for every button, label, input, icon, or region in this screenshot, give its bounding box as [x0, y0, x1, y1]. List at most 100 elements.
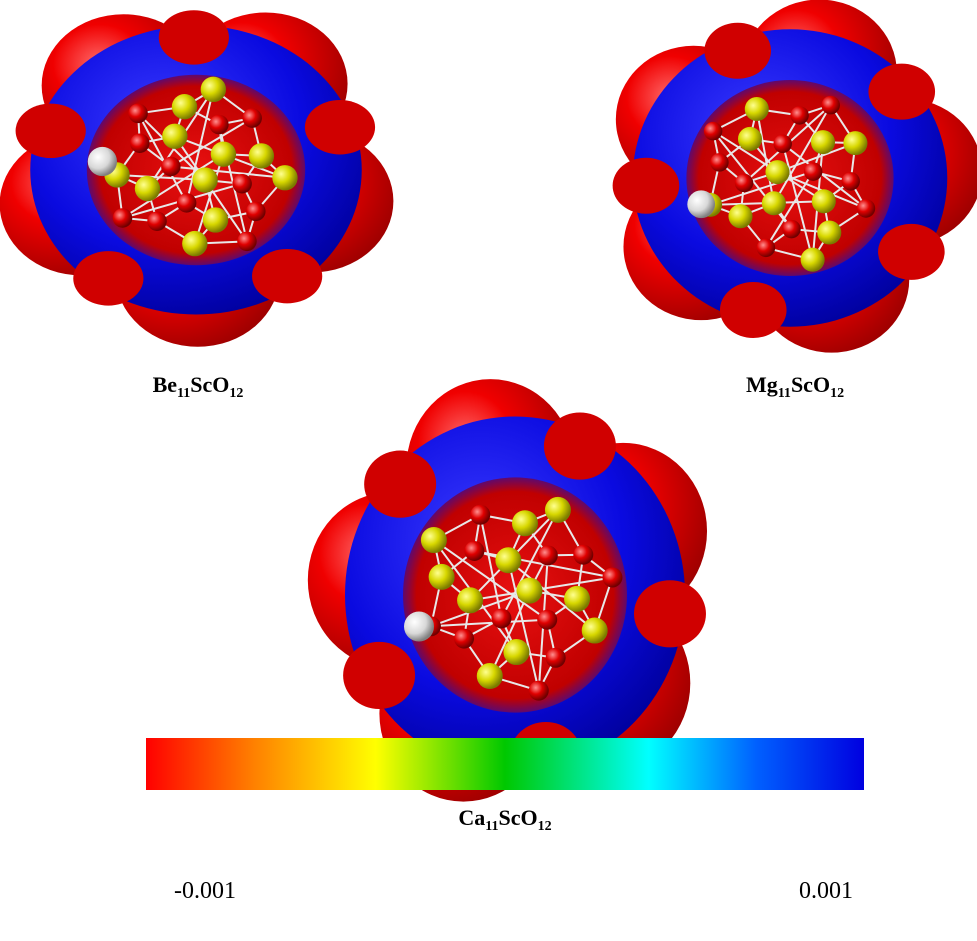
- surface-patch: [343, 642, 415, 709]
- atom: [172, 94, 197, 119]
- atom: [128, 104, 148, 124]
- surface-patch: [252, 249, 322, 303]
- atom: [738, 127, 762, 151]
- surface-patch: [364, 451, 436, 518]
- surface-patch: [613, 158, 680, 214]
- atom: [745, 97, 769, 121]
- atom: [790, 106, 809, 125]
- atom: [735, 174, 754, 193]
- atom: [203, 207, 228, 232]
- color-bar-max: 0.001: [799, 878, 853, 904]
- atom: [232, 174, 252, 194]
- label-part: 12: [830, 386, 844, 401]
- surface-patch: [878, 224, 945, 280]
- surface-patch: [305, 100, 375, 154]
- molecule: [613, 0, 977, 353]
- label-part: ScO: [190, 372, 229, 397]
- atom-sc: [404, 612, 434, 642]
- atom-sc: [88, 147, 117, 176]
- atom: [429, 564, 455, 590]
- atom: [538, 545, 558, 565]
- label-part: ScO: [499, 805, 538, 830]
- atom: [464, 541, 484, 561]
- label-part: 12: [229, 386, 243, 401]
- surface-patch: [720, 282, 787, 338]
- atom-sc: [687, 190, 715, 218]
- atom: [812, 189, 836, 213]
- label-part: ScO: [791, 372, 830, 397]
- atom: [135, 176, 160, 201]
- atom: [182, 231, 207, 256]
- atom: [602, 567, 622, 587]
- atom: [512, 510, 538, 536]
- atom: [130, 133, 150, 153]
- atom: [272, 165, 297, 190]
- atom: [821, 96, 840, 115]
- atom: [177, 193, 197, 213]
- atom: [782, 220, 801, 239]
- color-bar: [146, 738, 864, 790]
- atom: [582, 618, 608, 644]
- atom: [710, 153, 729, 172]
- surface-patch: [73, 251, 143, 305]
- label-part: Be: [153, 372, 178, 397]
- atom: [246, 202, 266, 222]
- label-part: 11: [177, 386, 190, 401]
- atom: [773, 135, 792, 154]
- atom: [495, 547, 521, 573]
- atom: [454, 629, 474, 649]
- atom: [491, 608, 511, 628]
- atom: [211, 141, 236, 166]
- atom: [503, 639, 529, 665]
- atom: [762, 191, 786, 215]
- atom: [242, 108, 262, 128]
- surface-patch: [634, 580, 706, 647]
- atom: [728, 204, 752, 228]
- atom: [161, 157, 181, 177]
- atom: [477, 663, 503, 689]
- atom: [147, 211, 167, 231]
- atom: [545, 497, 571, 523]
- atom: [113, 208, 132, 228]
- surface-patch: [544, 412, 616, 479]
- atom: [192, 167, 217, 192]
- atom: [457, 587, 483, 613]
- surface-patch: [16, 104, 86, 158]
- molecule: [0, 10, 393, 347]
- atom: [765, 160, 789, 184]
- atom: [237, 232, 256, 252]
- molecule-label: Mg11ScO12: [746, 372, 844, 401]
- label-part: 12: [538, 819, 552, 834]
- atom: [573, 545, 593, 565]
- atom: [704, 122, 723, 141]
- atom: [811, 130, 835, 154]
- atom: [162, 124, 187, 149]
- molecule-label: Be11ScO12: [153, 372, 244, 401]
- label-part: 11: [485, 819, 498, 834]
- surface-patch: [159, 10, 229, 64]
- color-bar-min: -0.001: [174, 878, 236, 904]
- atom: [843, 131, 867, 155]
- atom: [841, 172, 860, 191]
- atom: [817, 220, 841, 244]
- atom: [209, 115, 229, 135]
- surface-patch: [868, 64, 935, 120]
- atom: [564, 586, 590, 612]
- label-part: Ca: [458, 805, 485, 830]
- atom: [470, 505, 490, 525]
- label-part: 11: [778, 386, 791, 401]
- atom: [537, 610, 557, 630]
- atom: [529, 681, 549, 701]
- molecule-label: Ca11ScO12: [458, 805, 551, 834]
- figure: Be11ScO12 Mg11ScO12 Ca11ScO12 -0.001 0.0…: [0, 0, 977, 941]
- atom: [516, 578, 542, 604]
- atom: [201, 77, 226, 102]
- atom: [421, 527, 447, 553]
- atom: [857, 199, 876, 218]
- surface-patch: [704, 23, 771, 79]
- atom: [757, 239, 776, 258]
- atom: [546, 648, 566, 668]
- atom: [249, 143, 274, 168]
- label-part: Mg: [746, 372, 778, 397]
- atom: [804, 162, 823, 181]
